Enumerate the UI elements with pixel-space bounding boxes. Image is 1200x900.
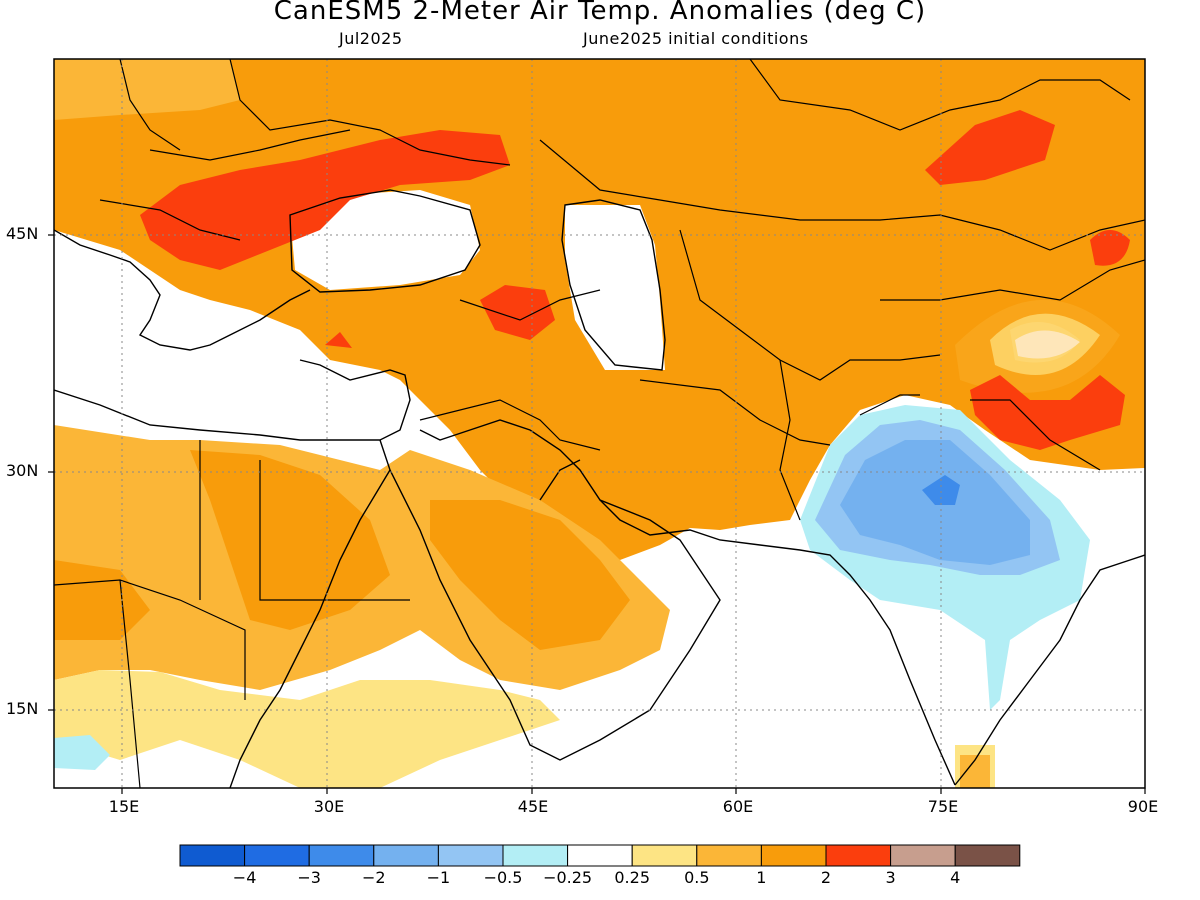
neutral-caspian xyxy=(565,205,665,370)
colorbar-swatch xyxy=(179,844,246,867)
lon-label-75e: 75E xyxy=(927,797,959,816)
mild-warm-south xyxy=(54,670,560,788)
country-borders xyxy=(54,59,1145,788)
warm-core-west-africa xyxy=(54,560,150,640)
colorbar-swatch xyxy=(308,844,375,867)
warm-india-south-core xyxy=(960,755,990,788)
colorbar-tick-label: −2 xyxy=(362,868,386,887)
map-frame xyxy=(53,58,1146,789)
lat-label-15n: 15N xyxy=(6,699,39,718)
neutral-black-sea xyxy=(290,190,480,290)
hot-spot-siberia xyxy=(925,110,1055,185)
map-title: CanESM5 2-Meter Air Temp. Anomalies (deg… xyxy=(273,0,927,26)
warm-ring-mongolia xyxy=(955,299,1120,393)
coastlines xyxy=(54,189,1145,788)
colorbar-swatch xyxy=(502,844,569,867)
lat-label-45n: 45N xyxy=(6,224,39,243)
lon-label-30e: 30E xyxy=(313,797,345,816)
lon-label-60e: 60E xyxy=(722,797,754,816)
warm-region-europe-west xyxy=(54,59,240,120)
lon-label-45e: 45E xyxy=(517,797,549,816)
colorbar-tick-label: −1 xyxy=(426,868,451,887)
gridlines xyxy=(54,59,1145,788)
colorbar-swatch xyxy=(437,844,504,867)
warm-core-arabia xyxy=(430,500,630,650)
axis-ticks xyxy=(48,234,1146,794)
lon-label-15e: 15E xyxy=(108,797,140,816)
hot-spot-north-china xyxy=(1090,230,1130,266)
colorbar-swatch xyxy=(244,844,310,867)
colorbar-tick-label: −0.5 xyxy=(483,868,523,887)
colorbar-tick-label: 0.25 xyxy=(614,868,650,887)
colorbar-tick-label: 0.5 xyxy=(684,868,710,887)
colorbar-swatch xyxy=(825,844,892,867)
colorbar-swatch xyxy=(696,844,762,867)
lon-label-90e: 90E xyxy=(1127,797,1159,816)
colorbar-tick-label: 4 xyxy=(950,868,961,887)
colorbar-tick-label: 2 xyxy=(820,868,832,887)
hot-spot-balkans xyxy=(140,130,510,270)
colorbar-tick-label: −4 xyxy=(232,868,257,887)
hot-spot-tibet xyxy=(970,375,1125,450)
lat-label-30n: 30N xyxy=(6,461,39,480)
valid-month-label: Jul2025 xyxy=(339,29,403,48)
colorbar-tick-label: −3 xyxy=(297,868,321,887)
init-conditions-label: June2025 initial conditions xyxy=(583,29,809,48)
colorbar-tick-label: 1 xyxy=(756,868,767,887)
colorbar-swatch xyxy=(954,844,1021,867)
hot-spot-caucasus xyxy=(480,285,555,340)
colorbar-swatch xyxy=(567,844,633,867)
colorbar-swatch xyxy=(631,844,698,867)
colorbar-tick-label: 3 xyxy=(885,868,896,887)
colorbar-tick-label: −0.25 xyxy=(543,868,593,887)
colorbar-swatch xyxy=(760,844,827,867)
neutral-mediterranean xyxy=(54,270,420,450)
neutral-core-mongolia xyxy=(1015,330,1080,359)
cool-spot-africa-southwest xyxy=(54,735,110,770)
cool-core-south-asia xyxy=(922,475,960,505)
colorbar-swatch xyxy=(373,844,439,867)
hot-spot-anatolia xyxy=(325,332,352,348)
anomaly-field xyxy=(54,59,1145,788)
warm-core-egypt-sudan xyxy=(190,450,390,630)
colorbar-swatch xyxy=(890,844,956,867)
